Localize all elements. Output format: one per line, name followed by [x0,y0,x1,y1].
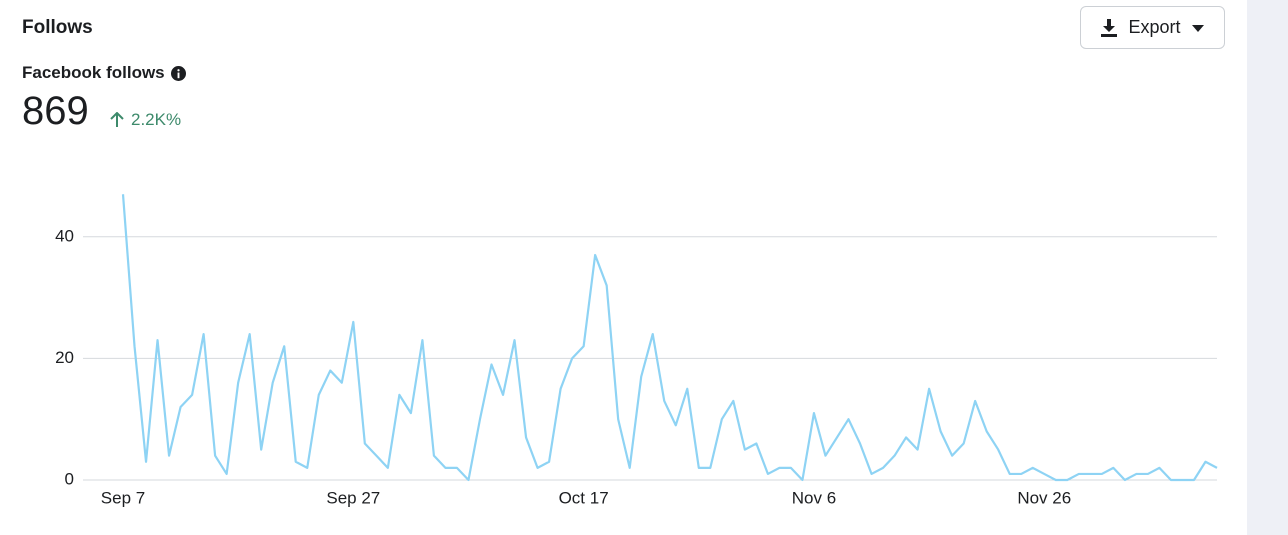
up-arrow-icon [110,112,124,127]
y-tick-label: 40 [55,226,74,245]
x-tick-label: Sep 27 [326,488,380,507]
x-tick-label: Nov 6 [792,488,836,507]
panel: Follows Export Facebook follows 869 2.2K… [0,0,1247,535]
info-icon[interactable] [170,65,186,81]
y-tick-label: 20 [55,348,74,367]
x-tick-label: Sep 7 [101,488,145,507]
metric-label: Facebook follows [22,63,165,82]
metric-change-row: 2.2K% [110,110,181,130]
metric-value: 869 [22,89,89,133]
dropdown-icon [1191,24,1204,32]
y-tick-label: 0 [65,469,74,488]
x-tick-label: Oct 17 [559,488,609,507]
line-series [121,194,1218,482]
download-icon [1101,18,1118,37]
metric-change: 2.2K% [131,110,182,129]
x-tick-label: Nov 26 [1017,488,1071,507]
section-title: Follows [22,17,93,38]
export-button[interactable]: Export [1080,6,1225,49]
export-label: Export [1128,17,1181,37]
chart: 0 20 40 Sep 7 Sep 27 Oct 17 Nov 6 Nov 26 [55,194,1218,507]
metric-label-row: Facebook follows [22,63,186,83]
